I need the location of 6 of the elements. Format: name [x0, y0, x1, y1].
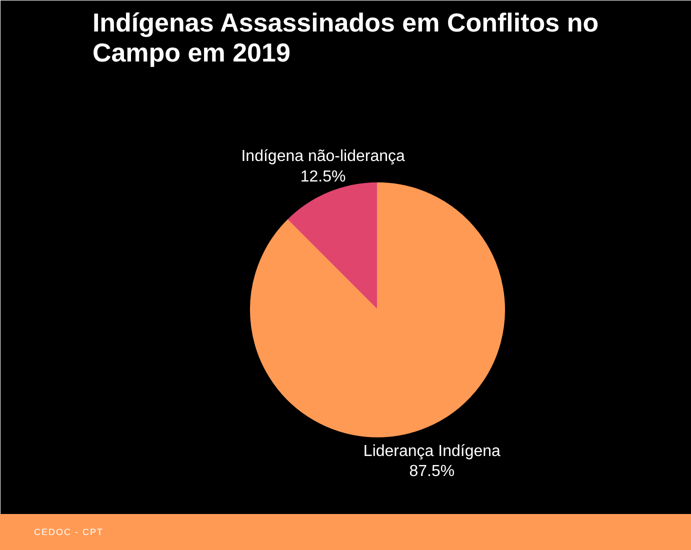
data-label: 87.5% — [409, 463, 455, 480]
slice-label: Indígena não-liderança — [241, 148, 406, 166]
data-label: 12.5% — [300, 168, 346, 186]
chart-title: Indígenas Assassinados em Conflitos no Campo em 2019 — [92, 8, 599, 68]
text: CEDOC - CPT — [34, 526, 104, 539]
slice-label: Liderança Indígena — [363, 442, 501, 460]
